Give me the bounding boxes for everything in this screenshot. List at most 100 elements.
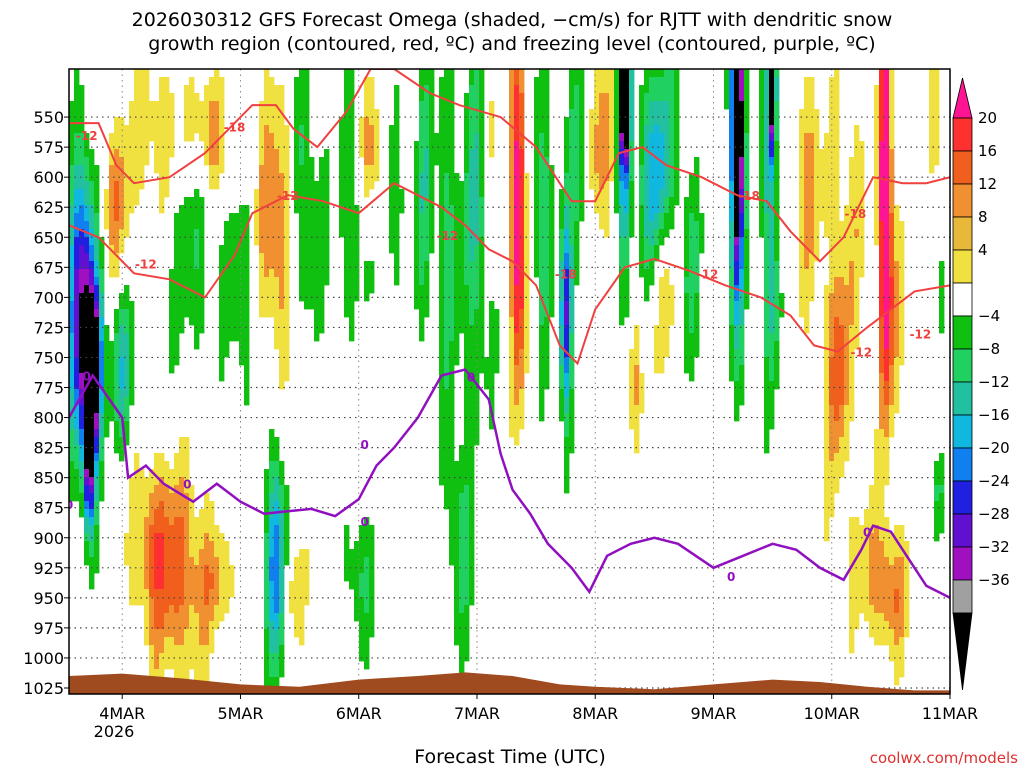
omega-cell (629, 213, 635, 222)
omega-cell (74, 109, 80, 118)
omega-cell (774, 173, 780, 182)
omega-cell (534, 165, 540, 174)
omega-cell (94, 317, 100, 326)
omega-cell (464, 613, 470, 622)
omega-cell (544, 213, 550, 222)
omega-cell (344, 549, 350, 558)
omega-cell (899, 325, 905, 334)
omega-cell (799, 109, 805, 118)
omega-cell (644, 189, 650, 198)
omega-cell (509, 293, 515, 302)
omega-cell (884, 365, 890, 374)
omega-cell (79, 301, 85, 310)
omega-cell (849, 573, 855, 582)
omega-cell (479, 301, 485, 310)
omega-cell (934, 141, 940, 150)
omega-cell (514, 77, 520, 86)
omega-cell (534, 101, 540, 110)
omega-cell (879, 349, 885, 358)
omega-cell (469, 405, 475, 414)
omega-cell (464, 173, 470, 182)
omega-cell (514, 405, 520, 414)
omega-cell (309, 269, 315, 278)
omega-cell (519, 109, 525, 118)
omega-cell (439, 125, 445, 134)
omega-cell (444, 101, 450, 110)
omega-cell (829, 205, 835, 214)
omega-cell (184, 581, 190, 590)
omega-cell (599, 109, 605, 118)
omega-cell (169, 549, 175, 558)
omega-cell (669, 165, 675, 174)
omega-cell (94, 341, 100, 350)
omega-cell (739, 293, 745, 302)
omega-cell (439, 477, 445, 486)
omega-cell (494, 349, 500, 358)
omega-cell (519, 333, 525, 342)
omega-cell (839, 237, 845, 246)
omega-cell (939, 469, 945, 478)
omega-cell (464, 197, 470, 206)
omega-cell (604, 141, 610, 150)
omega-cell (444, 333, 450, 342)
omega-cell (124, 333, 130, 342)
omega-cell (564, 293, 570, 302)
omega-cell (159, 205, 165, 214)
omega-cell (264, 269, 270, 278)
omega-cell (559, 349, 565, 358)
omega-cell (344, 269, 350, 278)
omega-cell (769, 117, 775, 126)
omega-cell (899, 629, 905, 638)
omega-cell (734, 109, 740, 118)
omega-cell (354, 565, 360, 574)
omega-cell (539, 141, 545, 150)
omega-cell (814, 213, 820, 222)
omega-cell (684, 197, 690, 206)
omega-cell (99, 309, 105, 318)
omega-cell (174, 557, 180, 566)
omega-cell (464, 205, 470, 214)
omega-cell (739, 101, 745, 110)
omega-cell (279, 501, 285, 510)
omega-cell (444, 469, 450, 478)
omega-cell (874, 517, 880, 526)
omega-cell (809, 125, 815, 134)
omega-cell (104, 341, 110, 350)
omega-cell (114, 141, 120, 150)
omega-cell (884, 285, 890, 294)
omega-cell (849, 597, 855, 606)
omega-cell (119, 397, 125, 406)
omega-cell (664, 293, 670, 302)
omega-cell (279, 477, 285, 486)
omega-cell (304, 101, 310, 110)
omega-cell (259, 229, 265, 238)
omega-cell (764, 69, 770, 78)
omega-cell (764, 77, 770, 86)
omega-cell (449, 517, 455, 526)
omega-cell (579, 69, 585, 78)
omega-cell (799, 189, 805, 198)
omega-cell (364, 549, 370, 558)
omega-cell (94, 277, 100, 286)
omega-cell (574, 133, 580, 142)
omega-cell (814, 141, 820, 150)
omega-cell (774, 109, 780, 118)
omega-cell (299, 589, 305, 598)
omega-cell (649, 133, 655, 142)
omega-cell (164, 189, 170, 198)
omega-cell (659, 165, 665, 174)
omega-cell (354, 581, 360, 590)
omega-cell (864, 589, 870, 598)
omega-cell (844, 205, 850, 214)
omega-cell (364, 637, 370, 646)
omega-cell (349, 253, 355, 262)
omega-cell (79, 509, 85, 518)
omega-cell (629, 197, 635, 206)
omega-cell (839, 413, 845, 422)
omega-cell (269, 293, 275, 302)
omega-cell (284, 533, 290, 542)
omega-cell (129, 301, 135, 310)
omega-cell (894, 229, 900, 238)
omega-cell (764, 141, 770, 150)
omega-cell (459, 557, 465, 566)
